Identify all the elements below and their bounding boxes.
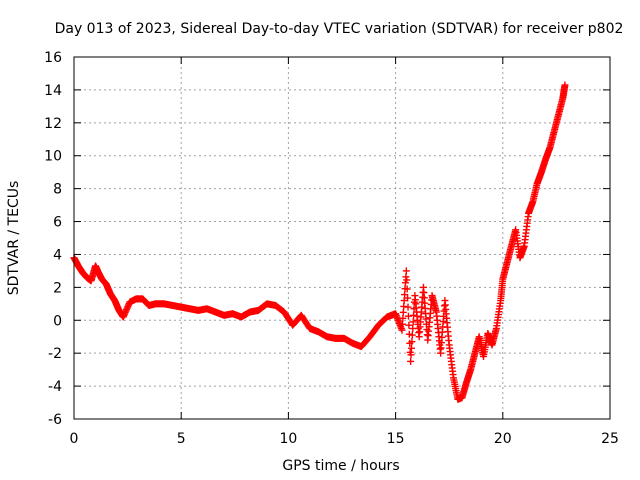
data-point: [407, 351, 415, 359]
y-tick-label: 16: [44, 50, 62, 66]
y-tick-label: -4: [48, 379, 62, 395]
data-point: [402, 267, 410, 275]
x-tick-label: 5: [177, 431, 186, 447]
x-axis-label: GPS time / hours: [282, 458, 399, 474]
data-point: [404, 303, 412, 311]
y-tick-label: 0: [53, 313, 62, 329]
y-tick-label: 14: [44, 83, 62, 99]
x-tick-label: 20: [494, 431, 512, 447]
y-tick-label: 12: [44, 116, 62, 132]
y-tick-label: -6: [48, 412, 62, 428]
x-tick-label: 25: [601, 431, 619, 447]
x-tick-label: 15: [387, 431, 405, 447]
data-point: [408, 338, 416, 346]
y-tick-label: 8: [53, 182, 62, 198]
y-tick-labels: -6 -4 -2 0 2 4 6 8 10 12 14 16: [44, 50, 62, 428]
y-tick-label: 6: [53, 215, 62, 231]
data-point: [399, 308, 407, 316]
y-tick-label: 2: [53, 280, 62, 296]
data-point: [403, 276, 411, 284]
data-point: [404, 294, 412, 302]
data-point: [403, 285, 411, 293]
data-point: [409, 318, 417, 326]
y-axis-label: SDTVAR / TECUs: [6, 181, 22, 296]
x-tick-label: 10: [279, 431, 297, 447]
y-tick-label: 4: [53, 247, 62, 263]
data-point: [402, 273, 410, 281]
x-tick-label: 0: [70, 431, 79, 447]
data-point: [398, 320, 406, 328]
y-tick-label: -2: [48, 346, 62, 362]
chart-title: Day 013 of 2023, Sidereal Day-to-day VTE…: [55, 21, 624, 37]
data-point: [404, 312, 412, 320]
data-point: [398, 326, 406, 334]
plot-frame: [73, 56, 611, 420]
data-point: [405, 321, 413, 329]
data-point: [407, 344, 415, 352]
axis-ticks: [73, 56, 611, 420]
data-point: [407, 357, 415, 365]
data-point: [408, 331, 416, 339]
data-point: [561, 81, 569, 89]
x-tick-labels: 0 5 10 15 20 25: [70, 431, 619, 447]
y-tick-label: 10: [44, 149, 62, 165]
data-points: [70, 81, 569, 403]
data-point: [399, 314, 407, 322]
